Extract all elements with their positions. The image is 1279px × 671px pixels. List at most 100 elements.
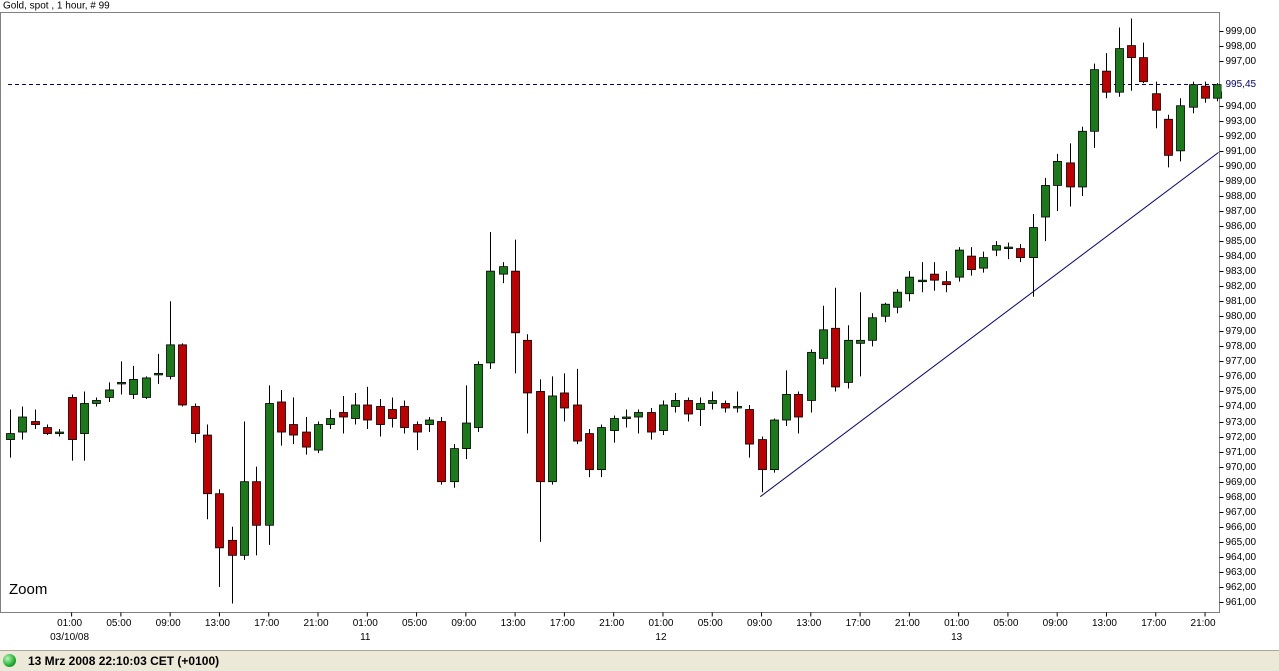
candle-body [462,422,471,449]
candle-body [573,404,582,442]
candle-body [486,270,495,364]
last-price-box [1221,77,1268,92]
candle-body [610,418,619,431]
candle-body [437,421,446,483]
candle-body [1213,84,1222,99]
y-tick-label: 997,00 [1226,56,1257,67]
y-tick-label: 967,00 [1226,507,1257,518]
candle-body [413,424,422,433]
candle-body [782,394,791,421]
x-tick-label: 09:00 [747,618,772,629]
y-tick-label: 989,00 [1226,176,1257,187]
plot-frame [0,12,1220,613]
candle-body [868,317,877,341]
candle-body [314,424,323,451]
candle-body [129,379,138,395]
candle-body [55,431,64,434]
candle-body [893,291,902,308]
candle-body [758,439,767,471]
candle-body [696,403,705,410]
candle-body [1139,57,1148,83]
candle-body [117,382,126,385]
candle-body [1164,118,1173,156]
y-tick-label: 970,00 [1226,462,1257,473]
candle-body [105,389,114,398]
candle-body [1078,130,1087,188]
candle-body [1029,227,1038,259]
candle-body [770,419,779,471]
y-tick-label: 978,00 [1226,341,1257,352]
candle-body [881,303,890,317]
candle-body [363,404,372,421]
candle-body [388,409,397,419]
chart: Gold, spot , 1 hour, # 99 Zoom 961,00 962… [0,0,1268,644]
candle-body [191,406,200,434]
candle-body [277,401,286,433]
y-tick-label: 966,00 [1226,522,1257,533]
y-tick-label: 982,00 [1226,281,1257,292]
candle-body [80,403,89,434]
y-tick-label: 999,00 [1226,26,1257,37]
candle-body [1053,160,1062,186]
candle-body [979,257,988,269]
status-bar: 13 Mrz 2008 22:10:03 CET (+0100) [0,650,1279,671]
x-tick-label: 05:00 [993,618,1018,629]
candle-body [955,249,964,278]
candle-body [930,273,939,281]
y-tick-label: 968,00 [1226,492,1257,503]
candle-body [819,329,828,359]
candle-body [6,433,15,440]
candle-body [1102,70,1111,93]
candle-body [794,394,803,418]
status-indicator [3,654,16,667]
candle-body [1090,69,1099,132]
candle-body [43,427,52,434]
candle-body [560,392,569,409]
candle-body [92,400,101,404]
candle-body [265,403,274,526]
y-tick-label: 974,00 [1226,401,1257,412]
y-tick-label: 985,00 [1226,236,1257,247]
y-tick-label: 963,00 [1226,567,1257,578]
candle-body [597,427,606,471]
y-tick-label: 961,00 [1226,597,1257,608]
candle-body [523,339,532,394]
x-tick-label: 05:00 [698,618,723,629]
y-tick-label: 976,00 [1226,371,1257,382]
candle-body [967,255,976,271]
y-tick-label: 991,00 [1226,146,1257,157]
candle-body [548,395,557,483]
x-tick-label: 21:00 [895,618,920,629]
y-tick-label: 987,00 [1226,206,1257,217]
y-tick-label: 993,00 [1226,116,1257,127]
x-tick-label: 01:00 [353,618,378,629]
y-tick-label: 964,00 [1226,552,1257,563]
candle-body [240,481,249,556]
x-tick-label: 17:00 [846,618,871,629]
last-price-label: 995,45 [1226,79,1257,90]
x-tick-label: 01:00 [57,618,82,629]
x-tick-label: 21:00 [1191,618,1216,629]
y-tick-label: 977,00 [1226,356,1257,367]
date-label: 03/10/08 [50,632,89,643]
x-tick-label: 17:00 [1141,618,1166,629]
candle-body [622,416,631,419]
candle-body [536,391,545,483]
y-tick-label: 986,00 [1226,221,1257,232]
y-tick-label: 984,00 [1226,251,1257,262]
candle-body [1016,248,1025,259]
x-tick-label: 09:00 [451,618,476,629]
y-tick-label: 981,00 [1226,296,1257,307]
x-tick-label: 05:00 [402,618,427,629]
candle-body [166,344,175,377]
candle-body [807,351,816,401]
date-label: 13 [951,632,963,643]
x-tick-label: 17:00 [550,618,575,629]
candle-body [671,400,680,407]
candle-body [18,416,27,433]
candle-body [1189,84,1198,108]
candle-body [68,397,77,440]
candle-body [942,281,951,286]
x-tick-label: 21:00 [599,618,624,629]
candle-body [634,412,643,418]
